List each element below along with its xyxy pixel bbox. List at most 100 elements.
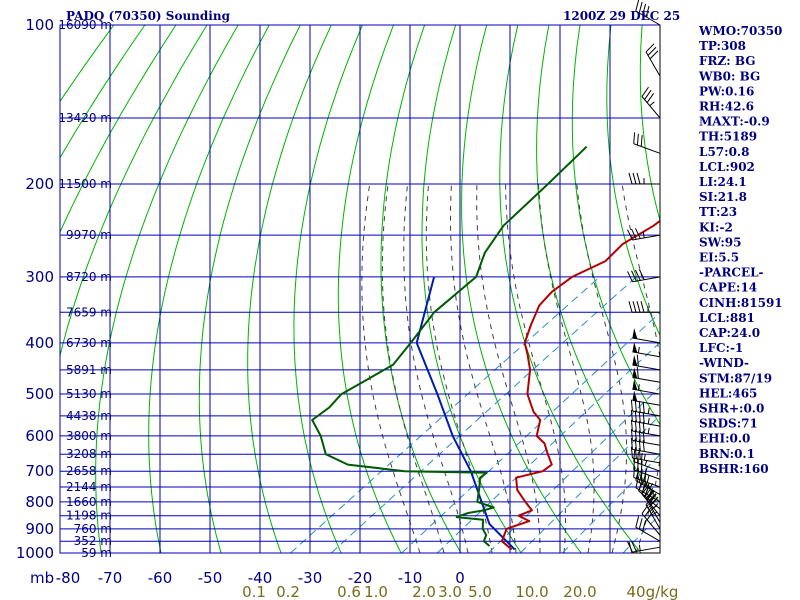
sounding-index: BSHR:160 (699, 462, 769, 476)
height-label: 16090 m (58, 18, 112, 32)
wind-barb-flag (644, 89, 652, 100)
sounding-index: CINH:81591 (699, 296, 783, 310)
moist-adiabat (621, 183, 660, 553)
wind-barb-pennant (632, 379, 638, 391)
sounding-index: MAXT:-0.9 (699, 115, 770, 129)
mixing-ratio-label: 2.0 (412, 583, 436, 600)
wind-barb-half-flag (647, 427, 650, 434)
wind-barb-half-flag (637, 346, 640, 354)
sounding-index: -WIND- (699, 356, 749, 370)
wind-barb-flag (633, 132, 636, 144)
wind-barb-flag (627, 271, 633, 282)
wind-barb-staff (632, 430, 661, 437)
wind-barb-staff (645, 51, 661, 77)
height-label: 9970 m (66, 228, 112, 242)
wind-barb-staff (632, 420, 661, 427)
wind-barb-flag (638, 518, 643, 530)
temperature-tick-label: -20 (348, 569, 373, 587)
wind-barb-half-flag (649, 101, 655, 107)
sounding-index: FRZ: BG (699, 54, 755, 68)
wind-barb-staff (632, 234, 661, 241)
wind-barb-half-flag (647, 407, 650, 414)
wind-barb (630, 446, 661, 464)
wind-barb-half-flag (644, 459, 648, 466)
temperature-tick-label: -30 (298, 569, 323, 587)
wind-barb-pennant (632, 355, 638, 366)
wind-barb-flag (631, 270, 637, 282)
mixing-ratio-line (519, 414, 660, 553)
wind-barb (641, 504, 661, 536)
height-label: 760 m (74, 522, 112, 536)
wind-barb (628, 172, 661, 185)
wind-barb-flag (642, 480, 647, 492)
chart-title: PADQ (70350) Sounding (66, 9, 231, 23)
wind-barb-staff (641, 493, 661, 517)
wind-barb-flag (641, 484, 649, 495)
sounding-index: LCL:902 (699, 160, 755, 174)
wind-barb-flag (630, 419, 633, 432)
moist-adiabat (576, 183, 628, 553)
wind-barb (630, 399, 661, 417)
wind-barb-flag (636, 172, 641, 185)
wind-barb-staff (641, 513, 661, 536)
mixing-ratio-label: 0.1 (242, 583, 266, 600)
height-label: 7659 m (66, 305, 112, 319)
pressure-unit-label: mb (30, 569, 54, 587)
wind-barb-flag (632, 172, 637, 185)
chart-datetime: 1200Z 29 DEC 25 (563, 9, 680, 23)
wind-barb-pennant (632, 390, 638, 402)
wind-barb-staff (633, 461, 661, 472)
height-label: 2658 m (66, 464, 112, 478)
wind-barb-flag (642, 401, 645, 414)
height-label: 3800 m (66, 429, 112, 443)
wind-barb-half-flag (644, 467, 648, 474)
wind-barb (627, 228, 661, 241)
height-label: 5891 m (66, 363, 112, 377)
wind-barb-staff (635, 526, 661, 542)
wind-barb-flag (631, 228, 637, 240)
temperature-tick-label: -50 (198, 569, 223, 587)
wind-barb-flag (630, 437, 633, 450)
wind-barb (633, 458, 661, 480)
wind-barb-half-flag (642, 231, 645, 238)
moist-adiabat (476, 183, 541, 553)
temperature-tick-label: -80 (56, 569, 81, 587)
wind-barb-flag (630, 428, 633, 441)
sounding-index: BRN:0.1 (699, 447, 755, 461)
wind-barb-flag (638, 411, 641, 423)
wind-barb (645, 43, 661, 77)
sounding-index: SHR+:0.0 (699, 402, 764, 416)
wind-barb-flag (630, 399, 633, 412)
height-label: 1660 m (66, 495, 112, 509)
temperature-tick-label: 0 (455, 569, 465, 587)
wind-barb (632, 367, 661, 383)
temperature-tick-label: -70 (98, 569, 123, 587)
wind-barb-flag (647, 46, 657, 56)
mixing-ratio-line (561, 453, 660, 553)
sounding-index: WMO:70350 (698, 24, 782, 38)
sounding-index: STM:87/19 (699, 371, 772, 385)
sounding-index: TH:5189 (699, 130, 757, 144)
wind-barb (632, 328, 661, 344)
wind-barb-staff (635, 480, 661, 495)
pressure-label: 700 (25, 462, 54, 480)
wind-barb-flag (627, 541, 633, 553)
wind-barb (632, 342, 661, 358)
sounding-index: CAP:24.0 (699, 326, 760, 340)
height-label: 59 m (81, 546, 112, 560)
wind-barb (628, 301, 661, 313)
wind-barb-staff (638, 490, 661, 510)
height-label: 4438 m (66, 409, 112, 423)
sounding-index: SW:95 (699, 235, 741, 249)
wind-barb (641, 86, 661, 119)
sounding-index: WB0: BG (698, 69, 760, 83)
wind-barb-flag (635, 516, 640, 528)
sounding-index: CAPE:14 (699, 281, 757, 295)
mixing-ratio-line (622, 513, 660, 553)
wind-barb-staff (632, 276, 661, 283)
wind-barb-half-flag (647, 418, 650, 425)
wind-barb-flag (645, 475, 650, 487)
pressure-label: 100 (25, 16, 54, 34)
sounding-index: PW:0.16 (699, 84, 754, 98)
parcel-trace (415, 276, 516, 551)
